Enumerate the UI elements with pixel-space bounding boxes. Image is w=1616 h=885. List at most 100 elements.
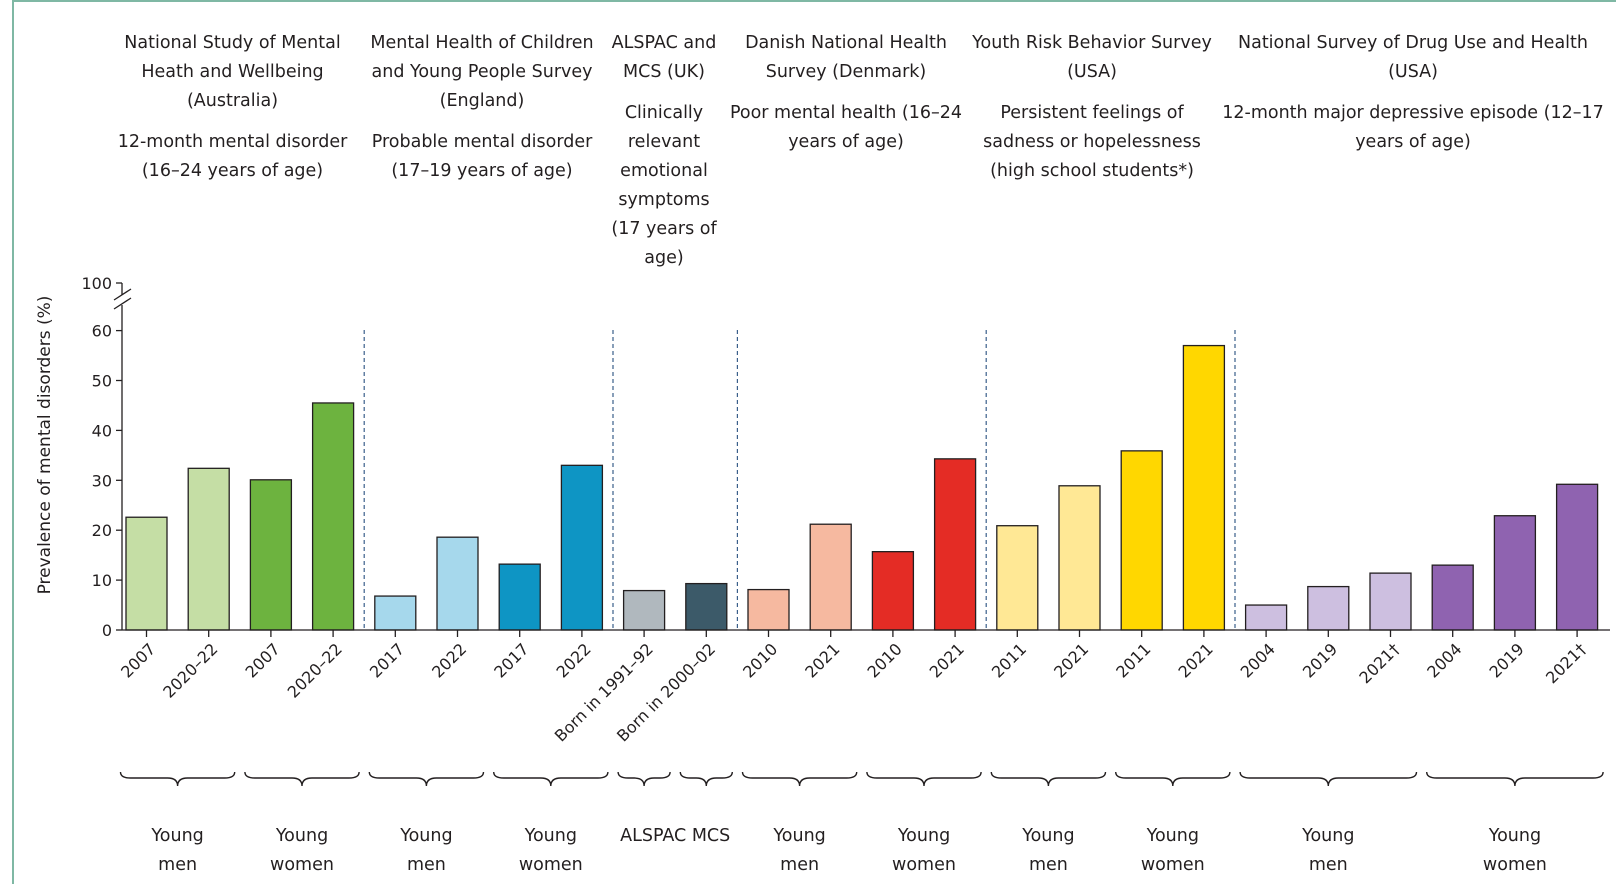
x-tick-label: 2010 [864, 639, 906, 681]
group-brace [1115, 771, 1231, 787]
x-tick-label: 2021† [1542, 639, 1590, 687]
study-measure: Clinically relevant emotional symptoms (… [611, 103, 717, 268]
bar [1307, 585, 1350, 631]
bar [1182, 344, 1226, 631]
study-name: National Survey of Drug Use and Health (… [1238, 33, 1588, 82]
bar [1120, 450, 1163, 631]
x-tick-label: 2021 [801, 639, 843, 681]
study-measure: 12-month mental disorder (16–24 years of… [117, 132, 348, 181]
y-tick-label: 10 [92, 571, 112, 590]
study-name: National Study of Mental Heath and Wellb… [124, 33, 341, 111]
study-measure: 12-month major depressive episode (12–17… [1222, 103, 1604, 152]
x-tick-label: 2019 [1486, 639, 1528, 681]
bar [1058, 485, 1101, 631]
study-measure: Poor mental health (16–24 years of age) [729, 103, 963, 152]
brace-layer [119, 771, 1604, 787]
study-measure: Probable mental disorder (17–19 years of… [371, 132, 593, 181]
study-header-yrbs: Youth Risk Behavior Survey (USA) Persist… [972, 29, 1212, 186]
x-tick-label: 2020–22 [284, 639, 346, 701]
group-label: Young women [1445, 822, 1585, 880]
y-tick-label: 100 [81, 274, 112, 293]
x-tick-label: 2011 [988, 639, 1030, 681]
bar [996, 525, 1039, 631]
axis-break-mark [113, 297, 132, 310]
bar [1493, 515, 1537, 631]
y-tick-label: 0 [102, 621, 112, 640]
y-axis-label: Prevalence of mental disorders (%) [35, 296, 55, 595]
x-tick-label: 2017 [490, 639, 532, 681]
group-label-line: Young [773, 826, 826, 846]
x-tick-label: 2021† [1355, 639, 1403, 687]
study-measure: Persistent feelings of sadness or hopele… [983, 103, 1201, 181]
group-label-line: men [1028, 855, 1068, 875]
bar [747, 588, 790, 631]
group-label: Young men [108, 822, 248, 880]
x-tick-label: 2010 [739, 639, 781, 681]
y-tick-label: 20 [92, 521, 112, 540]
study-name: Youth Risk Behavior Survey (USA) [972, 33, 1212, 82]
figure-frame [12, 0, 1616, 884]
study-header-alspac-mcs: ALSPAC and MCS (UK) Clinically relevant … [607, 29, 721, 273]
group-brace [679, 771, 733, 787]
group-label-line: women [270, 855, 334, 875]
x-tick-label: 2022 [428, 639, 470, 681]
bar [125, 516, 168, 631]
x-tick-label: 2021 [1175, 639, 1217, 681]
group-label: ALSPAC MCS [605, 822, 745, 851]
group-brace [119, 771, 236, 787]
bar [1431, 564, 1474, 631]
group-label: Young women [854, 822, 994, 880]
group-label-line: Young [1302, 826, 1355, 846]
study-name: Mental Health of Children and Young Peop… [370, 33, 594, 111]
group-brace [368, 771, 485, 787]
group-label-line: men [780, 855, 820, 875]
y-tick-label: 60 [92, 322, 112, 341]
group-label-line: women [1482, 855, 1547, 875]
x-tick-label: 2021 [926, 639, 968, 681]
y-tick-label: 30 [92, 471, 112, 490]
y-tick-label: 50 [92, 372, 112, 391]
bar [685, 582, 728, 631]
study-header-england: Mental Health of Children and Young Peop… [362, 29, 602, 186]
bar [809, 523, 852, 631]
y-tick-label: 40 [92, 421, 112, 440]
x-tick-label: 2020–22 [159, 639, 221, 701]
group-label: Young women [1103, 822, 1243, 880]
group-label-line: Young [1022, 826, 1075, 846]
bar [1369, 572, 1412, 631]
study-name: Danish National Health Survey (Denmark) [745, 33, 947, 82]
group-label: Young men [1258, 822, 1398, 880]
group-brace [617, 771, 671, 787]
bar [374, 595, 417, 631]
bar [311, 402, 355, 631]
bar [187, 467, 230, 631]
group-label-line: men [158, 855, 198, 875]
group-label-line: women [1140, 855, 1205, 875]
group-label: Young women [232, 822, 372, 880]
study-header-australia: National Study of Mental Heath and Wellb… [110, 29, 355, 186]
group-brace [244, 771, 360, 787]
study-name: ALSPAC and MCS (UK) [611, 33, 717, 82]
group-brace [866, 771, 982, 787]
axis-break-mark [113, 288, 132, 301]
group-label-line: Young [1146, 826, 1199, 846]
group-brace [1239, 771, 1418, 787]
group-label-line: Young [151, 826, 204, 846]
bar [933, 458, 977, 631]
x-tick-label: 2021 [1050, 639, 1092, 681]
group-brace [741, 771, 858, 787]
bar [498, 563, 541, 631]
group-label-line: men [1308, 855, 1348, 875]
bar [436, 536, 479, 631]
bar [622, 589, 666, 631]
x-tick-label: 2004 [1237, 639, 1279, 681]
group-label-line: ALSPAC MCS [620, 826, 731, 846]
group-label: Young men [730, 822, 870, 880]
x-tick-label: 2017 [366, 639, 408, 681]
bar [560, 464, 604, 631]
group-label-line: men [406, 855, 446, 875]
group-label-line: women [892, 855, 956, 875]
study-header-denmark: Danish National Health Survey (Denmark) … [728, 29, 964, 157]
